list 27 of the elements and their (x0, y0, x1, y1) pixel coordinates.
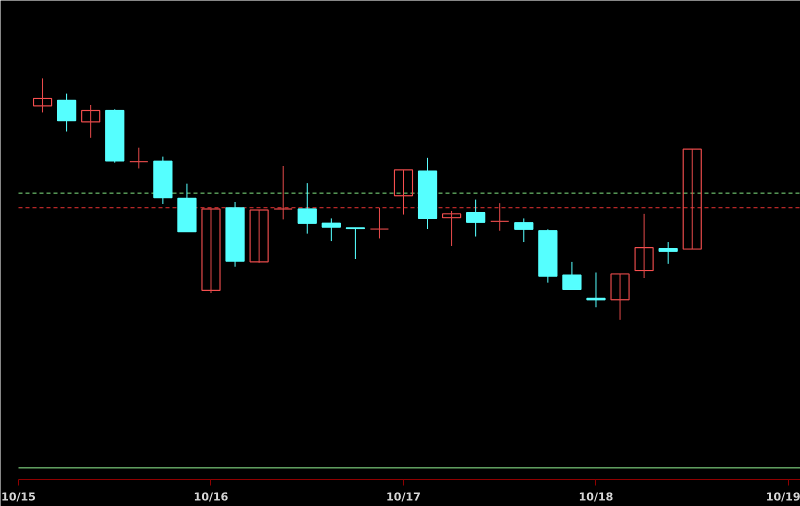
candlestick (514, 218, 534, 243)
x-tick-label: 10/19 (766, 490, 800, 504)
candlestick (57, 93, 76, 132)
candlestick (274, 166, 293, 220)
candlestick (562, 261, 582, 290)
candlestick (658, 242, 678, 264)
candlestick (610, 273, 630, 320)
candlestick (298, 182, 317, 234)
x-tick-label: 10/15 (1, 490, 36, 504)
candlestick (322, 218, 341, 242)
candlestick (129, 147, 148, 169)
candlestick (586, 272, 606, 308)
candlestick (490, 202, 510, 232)
candlestick (201, 208, 221, 294)
candlestick (682, 148, 702, 250)
candlestick (81, 104, 100, 138)
candlestick (32, 78, 52, 113)
candlestick (466, 199, 486, 238)
candlestick (442, 210, 462, 246)
candlestick (346, 227, 365, 260)
x-tick-label: 10/18 (578, 490, 614, 504)
candlestick (394, 169, 414, 216)
x-tick-label: 10/17 (386, 490, 421, 504)
candlestick (249, 209, 269, 264)
candlestick (634, 213, 654, 279)
candlestick (370, 208, 390, 239)
x-tick-label: 10/16 (194, 490, 229, 504)
